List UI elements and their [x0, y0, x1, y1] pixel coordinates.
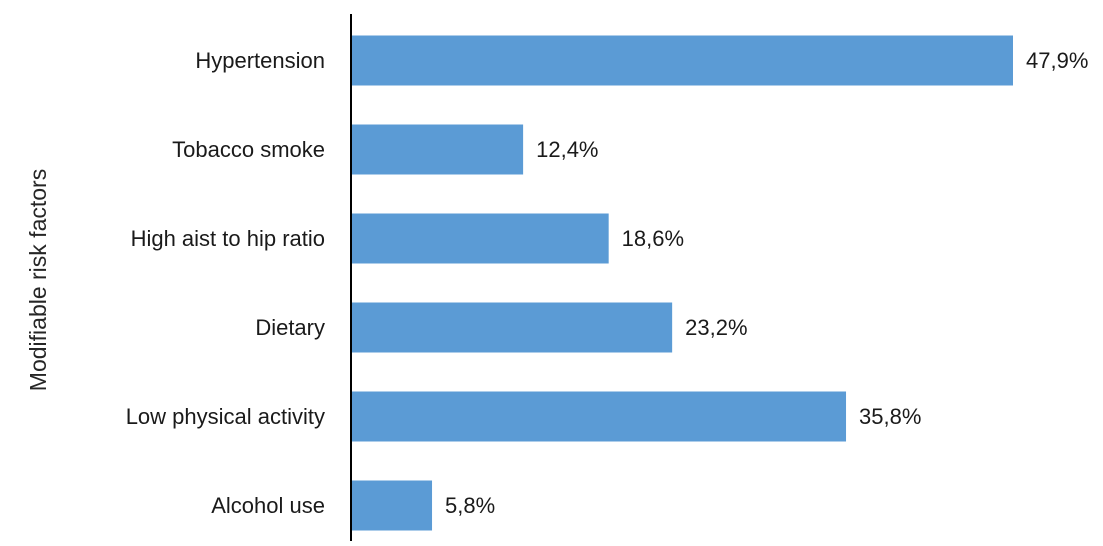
bar: [352, 213, 609, 264]
value-label: 23,2%: [685, 315, 747, 340]
value-label: 5,8%: [445, 493, 495, 518]
y-axis-title: Modifiable risk factors: [25, 169, 51, 391]
category-label: Hypertension: [195, 48, 325, 73]
bar: [352, 35, 1013, 86]
bar: [352, 480, 433, 531]
bar: [352, 124, 524, 175]
category-label: Low physical activity: [126, 404, 325, 429]
category-labels-group: Hypertension Tobacco smoke High aist to hi…: [126, 48, 325, 518]
category-label: High aist to hip ratio: [131, 226, 325, 251]
value-label: 12,4%: [536, 137, 598, 162]
value-label: 35,8%: [859, 404, 921, 429]
bar: [352, 391, 847, 442]
value-labels-group: 47,9% 12,4% 18,6% 23,2% 35,8% 5,8%: [445, 48, 1088, 518]
bar: [352, 302, 673, 353]
value-label: 47,9%: [1026, 48, 1088, 73]
category-label: Alcohol use: [211, 493, 325, 518]
category-label: Tobacco smoke: [172, 137, 325, 162]
value-label: 18,6%: [622, 226, 684, 251]
category-label: Dietary: [255, 315, 325, 340]
bars-group: [352, 35, 1013, 531]
